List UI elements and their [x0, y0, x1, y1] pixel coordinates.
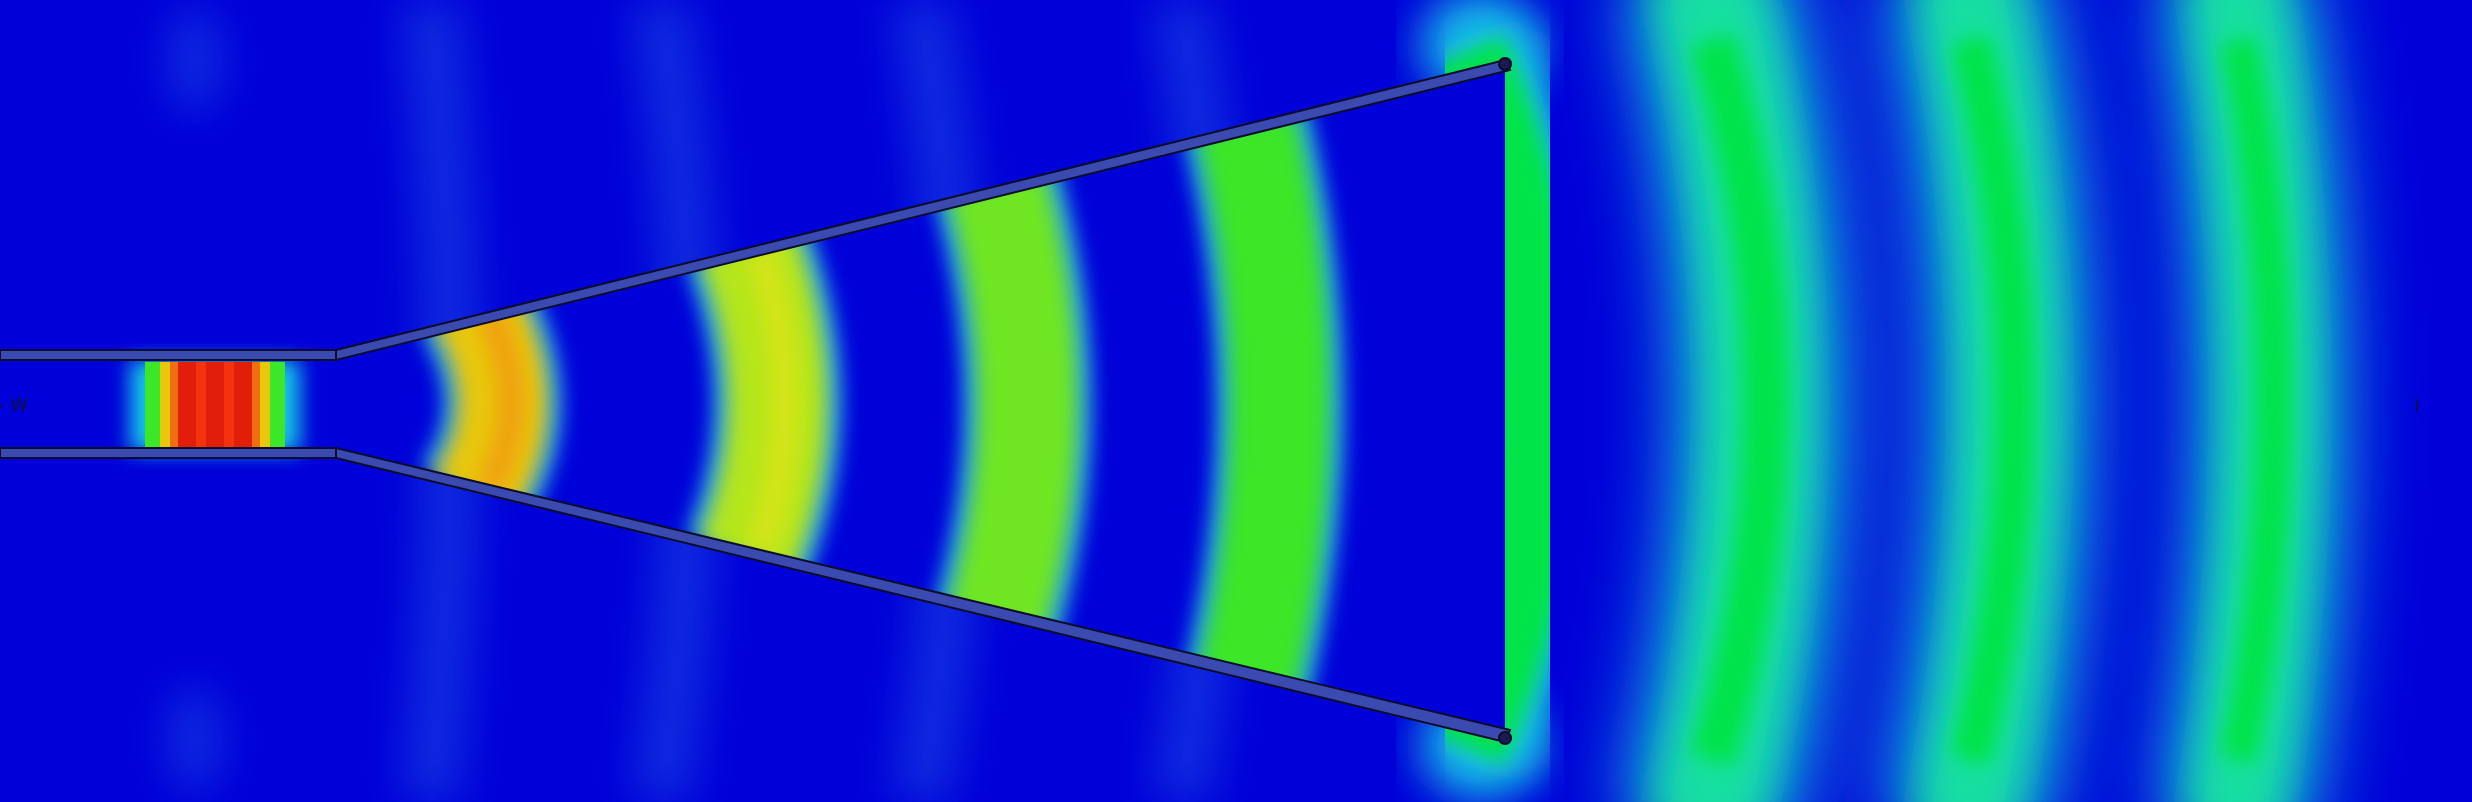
output-port-label: I [2414, 396, 2419, 417]
horn-antenna-outline [0, 57, 1512, 745]
aperture-tip-bottom [1498, 731, 1512, 745]
horn-wall-top [335, 58, 1512, 362]
feed-wall-top [0, 349, 337, 361]
input-port-label: - W [0, 395, 28, 416]
feed-source [130, 360, 300, 452]
aperture-tip-top [1498, 57, 1512, 71]
feed-wall-bottom [0, 447, 337, 459]
radiated-wavefronts [1622, 0, 2345, 802]
